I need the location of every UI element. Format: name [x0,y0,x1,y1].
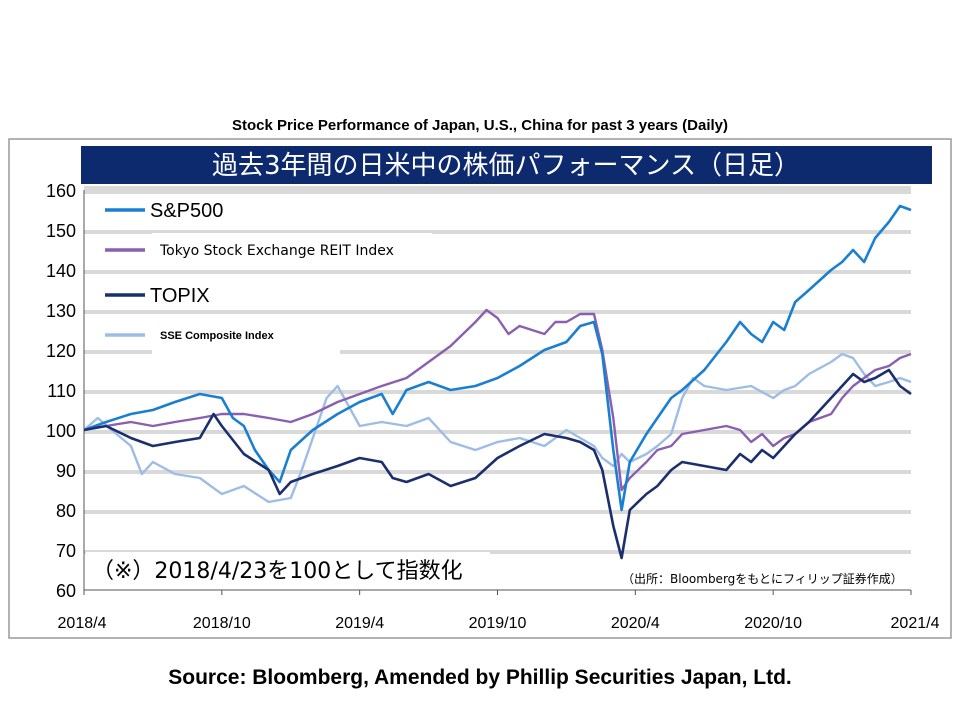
chart-caption-top: Stock Price Performance of Japan, U.S., … [231,117,728,134]
x-axis: 2018/4 2018/10 2019/4 2019/10 2020/4 2020/10 2… [58,590,940,632]
gridline [84,186,911,194]
y-tick-label: 100 [46,421,76,441]
legend-label-box [152,320,340,358]
grid-band [84,430,911,470]
y-axis: 160 150 140 130 120 110 100 90 80 70 60 [46,181,76,601]
chart-title-banner [81,146,932,184]
legend-label: S&P500 [150,200,223,222]
grid-band [84,470,911,510]
x-tick-label: 2019/4 [335,615,384,632]
y-tick-label: 60 [56,581,76,601]
y-tick-label: 70 [56,541,76,561]
chart-note: （※）2018/4/23を100として指数化 [92,559,463,584]
y-tick-label: 150 [46,221,76,241]
note-box [86,552,490,586]
grid-band [84,270,911,310]
grid-band [84,190,911,230]
x-tick-label: 2020/4 [611,615,660,632]
source-note-box [618,566,912,588]
chart-title: 過去3年間の日米中の株価パフォーマンス（日足） [212,151,800,181]
x-tick-label: 2020/10 [744,615,802,632]
y-tick-label: 160 [46,181,76,201]
x-tick-label: 2019/10 [469,615,527,632]
grid-band [84,510,911,550]
y-tick-label: 110 [47,381,76,401]
chart-source-note: （出所：Bloombergをもとにフィリップ証券作成） [622,571,903,586]
legend-label: TOPIX [150,285,210,307]
series-line-sse-composite-index [83,352,912,504]
series-line-topix [83,368,912,560]
x-tick-label: 2018/4 [58,615,107,632]
legend-label: Tokyo Stock Exchange REIT Index [159,243,394,259]
series-layer [83,204,912,560]
legend-label: SSE Composite Index [160,330,275,342]
y-tick-label: 130 [46,301,76,321]
y-tick-label: 140 [46,261,76,281]
x-tick-label: 2018/10 [193,615,251,632]
series-line-s-p500 [83,204,912,512]
y-tick-label: 120 [46,341,76,361]
y-tick-label: 90 [56,461,76,481]
chart-caption-bottom: Source: Bloomberg, Amended by Phillip Se… [168,666,792,689]
y-tick-label: 80 [56,501,76,521]
x-tick-label: 2021/4 [891,615,940,632]
legend: S&P500 Tokyo Stock Exchange REIT Index TOP… [105,200,432,358]
legend-label-box [152,233,432,263]
